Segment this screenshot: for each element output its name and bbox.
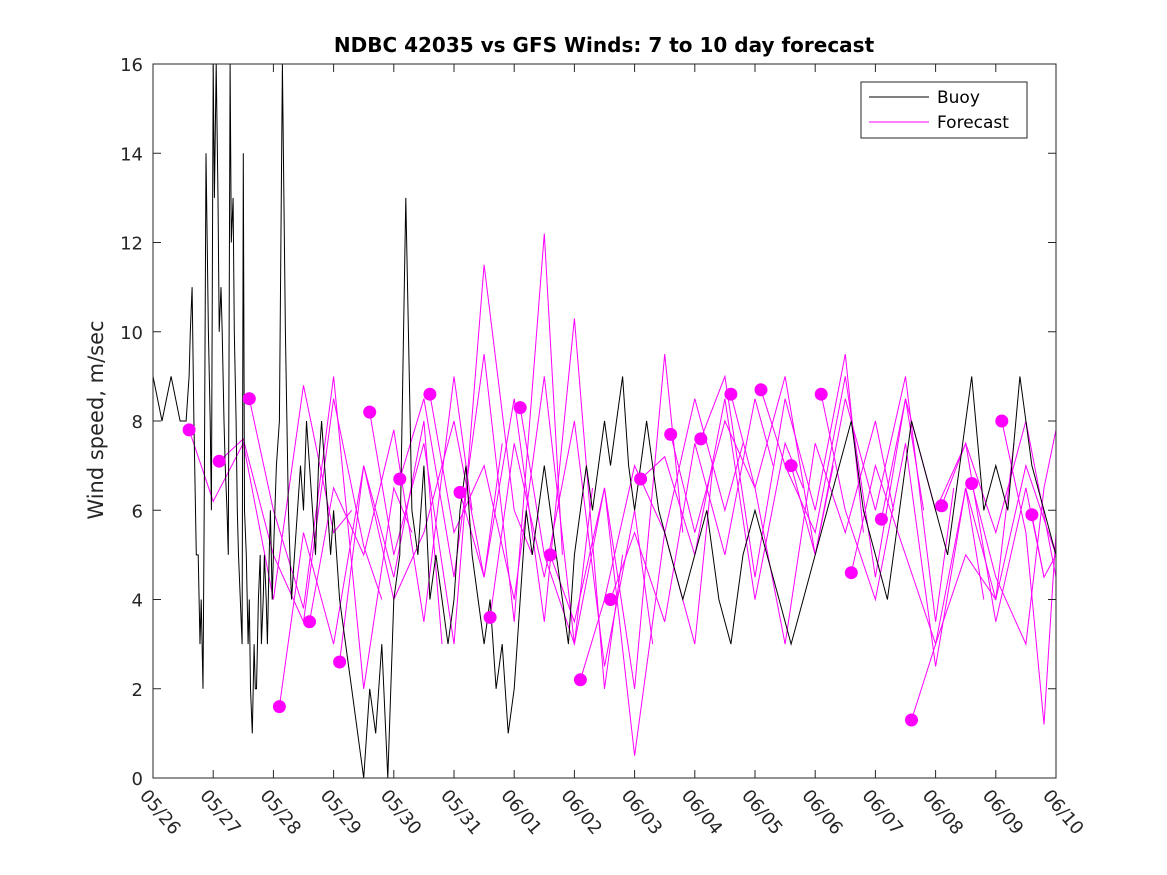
y-tick-label-2: 2 [132,680,143,701]
forecast-line-26 [941,420,1056,578]
y-tick-label-16: 16 [120,55,143,76]
forecast-line-10 [459,318,624,689]
chart-title: NDBC 42035 vs GFS Winds: 7 to 10 day for… [334,33,875,57]
forecast-marker-18 [694,432,708,446]
forecast-line-19 [730,394,894,645]
legend-buoy-label: Buoy [937,88,980,108]
forecast-marker-16 [634,472,648,486]
forecast-line-5 [309,376,473,622]
forecast-marker-25 [905,713,918,727]
forecast-marker-20 [754,383,768,397]
y-tick-label-14: 14 [120,144,143,165]
forecast-line-18 [700,354,864,578]
forecast-marker-5 [303,615,316,629]
y-tick-label-10: 10 [120,323,143,344]
forecast-marker-4 [272,700,286,714]
forecast-line-8 [399,233,563,622]
forecast-marker-9 [423,387,437,401]
forecast-marker-27 [965,477,979,490]
forecast-marker-17 [664,427,678,441]
forecast-marker-8 [393,472,407,486]
y-tick-label-4: 4 [132,591,143,612]
forecast-marker-6 [333,655,347,669]
legend: Buoy Forecast [860,81,1028,139]
forecast-marker-11 [483,610,497,624]
forecast-line-3 [248,376,413,689]
buoy-line [153,64,1056,778]
forecast-marker-3 [242,392,256,406]
forecast-marker-10 [453,485,467,499]
forecast-marker-12 [513,401,527,415]
forecast-marker-22 [814,387,828,401]
forecast-line-15 [610,398,774,622]
forecast-line-28 [1001,420,1056,725]
legend-box [860,81,1028,139]
forecast-marker-2 [212,454,226,468]
forecast-line-27 [971,429,1056,646]
forecast-marker-28 [995,414,1009,428]
forecast-marker-1 [182,423,196,437]
y-tick-label-0: 0 [132,769,143,790]
y-tick-label-6: 6 [132,501,143,522]
forecast-marker-26 [935,499,949,513]
forecast-marker-13 [543,548,557,562]
plot-area [153,64,1056,778]
y-tick-label-8: 8 [132,412,143,433]
forecast-marker-24 [874,512,888,526]
forecast-marker-7 [363,405,377,419]
forecast-marker-29 [1025,508,1039,522]
forecast-line-25 [911,463,1056,721]
forecast-marker-14 [573,673,587,687]
forecast-line-13 [549,465,714,756]
forecast-marker-21 [784,459,798,473]
forecast-marker-19 [724,387,738,401]
forecast-line-7 [369,264,533,645]
y-tick-label-12: 12 [120,234,143,255]
y-axis-label: Wind speed, m/sec [84,320,108,519]
forecast-line-1 [188,385,353,600]
forecast-line-16 [640,398,804,600]
legend-forecast-label: Forecast [937,113,1009,133]
forecast-marker-15 [604,593,617,606]
forecast-markers [182,383,1039,727]
forecast-line-29 [1031,514,1056,579]
forecast-marker-23 [844,566,858,580]
